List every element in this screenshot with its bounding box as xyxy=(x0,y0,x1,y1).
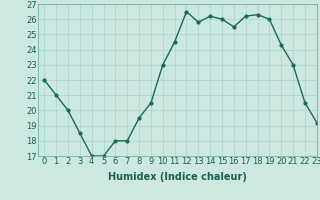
X-axis label: Humidex (Indice chaleur): Humidex (Indice chaleur) xyxy=(108,172,247,182)
